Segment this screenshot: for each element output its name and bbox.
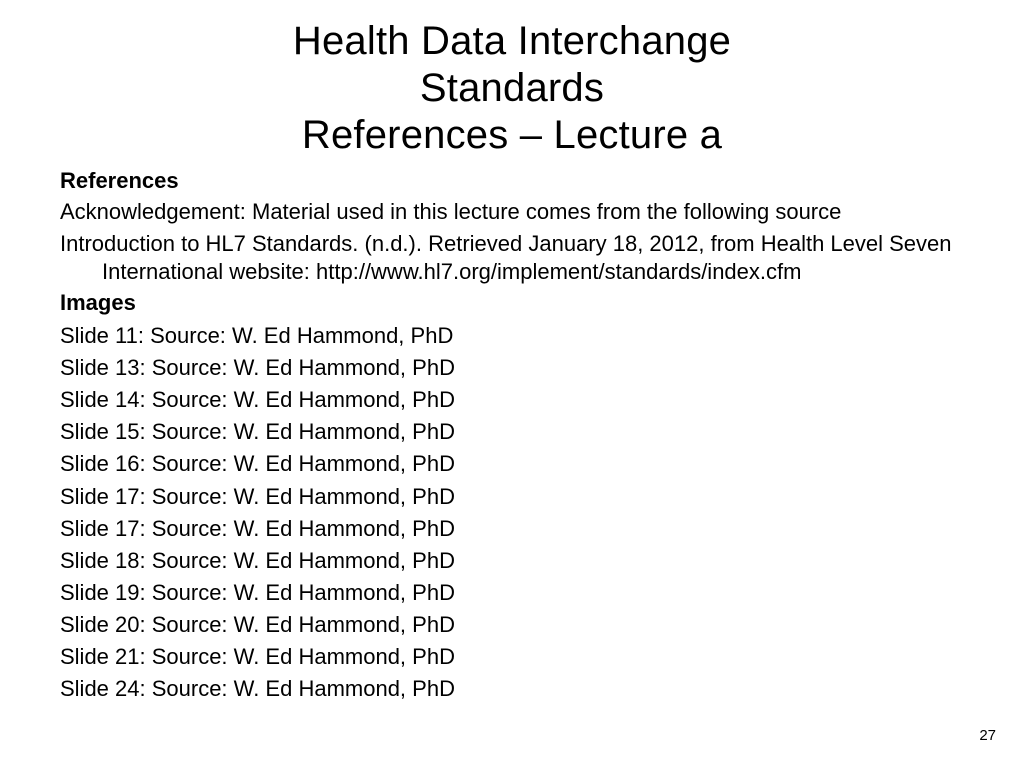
list-item: Slide 24: Source: W. Ed Hammond, PhD <box>60 673 964 705</box>
title-line-2: Standards <box>420 66 604 110</box>
list-item: Slide 19: Source: W. Ed Hammond, PhD <box>60 577 964 609</box>
references-heading: References <box>60 168 964 194</box>
list-item: Slide 21: Source: W. Ed Hammond, PhD <box>60 641 964 673</box>
list-item: Slide 11: Source: W. Ed Hammond, PhD <box>60 320 964 352</box>
list-item: Slide 16: Source: W. Ed Hammond, PhD <box>60 448 964 480</box>
list-item: Slide 17: Source: W. Ed Hammond, PhD <box>60 481 964 513</box>
title-line-1: Health Data Interchange <box>293 19 731 63</box>
acknowledgement-text: Acknowledgement: Material used in this l… <box>60 198 964 226</box>
list-item: Slide 20: Source: W. Ed Hammond, PhD <box>60 609 964 641</box>
title-line-3: References – Lecture a <box>302 113 722 157</box>
list-item: Slide 14: Source: W. Ed Hammond, PhD <box>60 384 964 416</box>
list-item: Slide 13: Source: W. Ed Hammond, PhD <box>60 352 964 384</box>
images-heading: Images <box>60 290 964 316</box>
list-item: Slide 15: Source: W. Ed Hammond, PhD <box>60 416 964 448</box>
image-credits-list: Slide 11: Source: W. Ed Hammond, PhD Sli… <box>60 320 964 705</box>
list-item: Slide 18: Source: W. Ed Hammond, PhD <box>60 545 964 577</box>
citation-text: Introduction to HL7 Standards. (n.d.). R… <box>60 230 964 286</box>
page-number: 27 <box>979 727 996 744</box>
slide: Health Data Interchange Standards Refere… <box>0 0 1024 768</box>
slide-title: Health Data Interchange Standards Refere… <box>60 18 964 160</box>
list-item: Slide 17: Source: W. Ed Hammond, PhD <box>60 513 964 545</box>
